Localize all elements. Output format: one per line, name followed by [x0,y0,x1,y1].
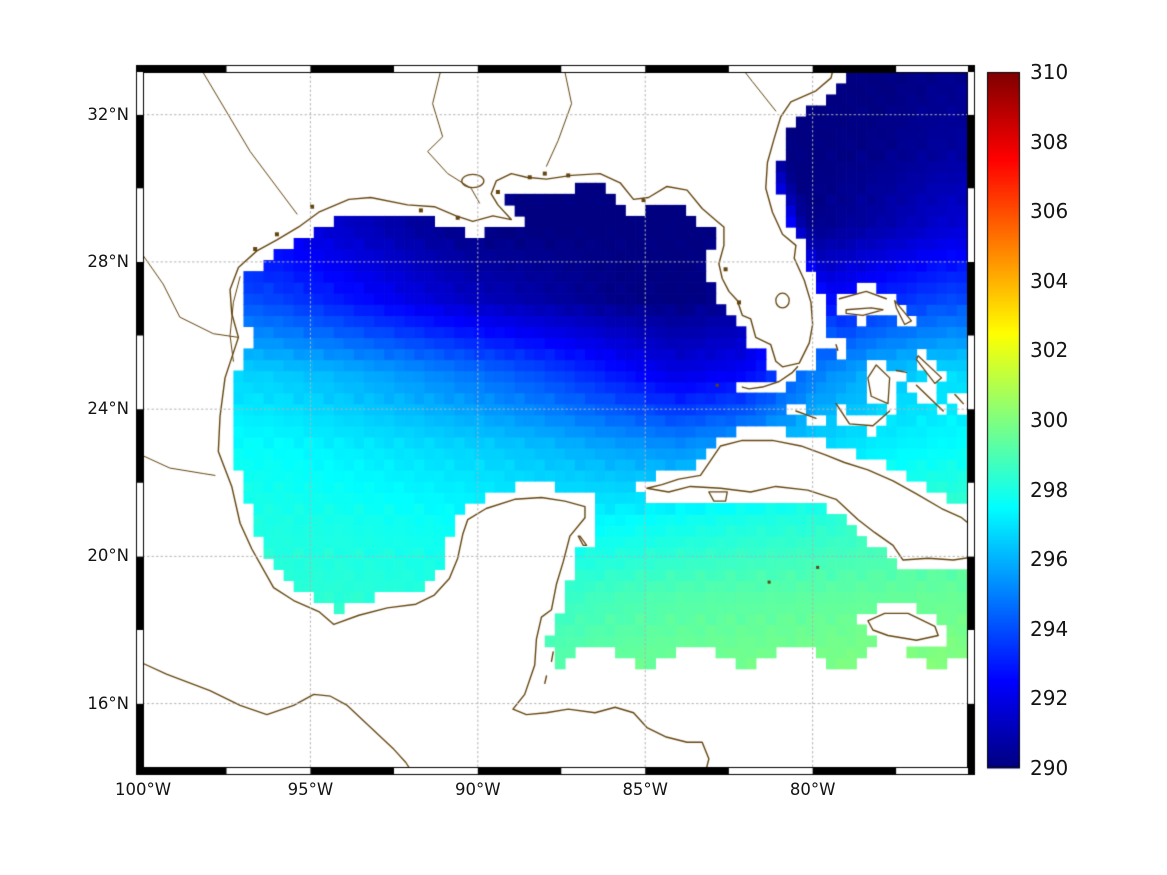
colorbar-tick-label: 304 [1030,268,1069,293]
colorbar-tick-label: 306 [1030,199,1069,224]
y-tick-label: 24°N [87,398,129,418]
x-tick-label: 85°W [622,780,668,799]
colorbar-tick-label: 300 [1030,408,1069,432]
x-tick-label: 80°W [789,780,836,799]
colorbar-tick-label: 294 [1030,616,1069,641]
x-tick-label: 90°W [455,780,501,799]
colorbar-tick-label: 298 [1030,477,1069,502]
colorbar-tick-label: 292 [1030,686,1069,711]
colorbar-tick-label: 310 [1030,60,1069,84]
colorbar-tick-label: 296 [1030,547,1069,572]
x-tick-label: 100°W [114,780,172,799]
y-tick-label: 20°N [87,546,129,566]
colorbar-tick-label: 290 [1030,756,1069,780]
y-tick-label: 28°N [87,251,129,271]
x-tick-label: 95°W [287,780,334,799]
colorbar-tick-label: 308 [1030,129,1069,154]
y-tick-label: 32°N [87,104,129,124]
y-tick-label: 16°N [87,693,129,713]
colorbar-tick-label: 302 [1030,338,1069,363]
